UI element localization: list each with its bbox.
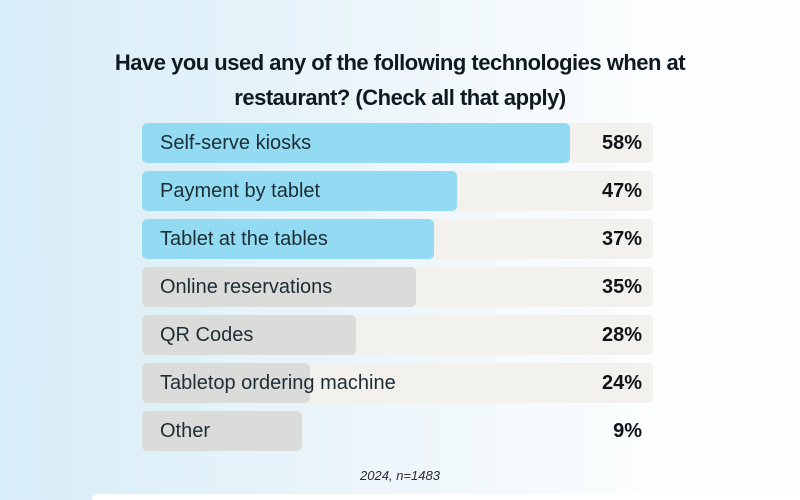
sample-size-note: 2024, n=1483	[360, 468, 440, 483]
bar	[142, 123, 571, 163]
bar-value: 58%	[601, 132, 642, 154]
bar-row: Tablet at the tables 37%	[142, 219, 653, 259]
bar-value: 24%	[601, 372, 642, 394]
bar-row: QR Codes 28%	[142, 315, 653, 355]
bar	[142, 411, 302, 451]
bar-row: Other 9%	[142, 411, 653, 451]
bar-label: Other	[160, 420, 211, 442]
bar-label: Online reservations	[160, 276, 333, 298]
bar-row: Self-serve kiosks 58%	[142, 123, 653, 163]
bar-row: Online reservations 35%	[142, 267, 653, 307]
bar-value: 28%	[601, 324, 642, 346]
bar-label: Self-serve kiosks	[160, 132, 312, 154]
bar-value: 35%	[601, 276, 642, 298]
bar	[142, 363, 311, 403]
bar-value: 37%	[601, 228, 642, 250]
bar	[142, 219, 434, 259]
bar	[142, 267, 416, 307]
bar-chart: Self-serve kiosks 58% Payment by tablet 47%…	[142, 123, 653, 459]
bar	[142, 171, 457, 211]
page-edge-decoration	[92, 494, 800, 500]
bar	[142, 315, 357, 355]
bar-value: 9%	[613, 420, 642, 442]
bar-value: 47%	[601, 180, 642, 202]
bar-label: Tabletop ordering machine	[160, 372, 396, 394]
bar-label: Tablet at the tables	[160, 228, 328, 250]
bar-label: Payment by tablet	[160, 180, 321, 202]
bar-row: Tabletop ordering machine 24%	[142, 363, 653, 403]
bar-label: QR Codes	[160, 324, 254, 346]
chart-title: Have you used any of the following techn…	[114, 49, 686, 110]
bar-row: Payment by tablet 47%	[142, 171, 653, 211]
